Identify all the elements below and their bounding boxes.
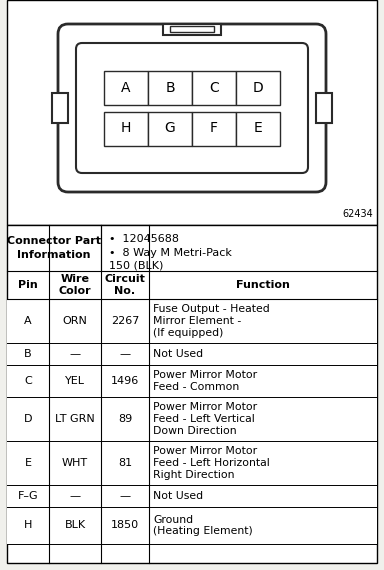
- Text: Connector Part
Information: Connector Part Information: [7, 237, 101, 259]
- Text: Feed - Left Horizontal: Feed - Left Horizontal: [153, 458, 270, 468]
- Text: BLK: BLK: [65, 520, 86, 531]
- Text: A: A: [121, 80, 131, 95]
- Text: Circuit
No.: Circuit No.: [104, 274, 146, 296]
- Bar: [7, 507, 377, 544]
- Text: E: E: [253, 121, 262, 136]
- Text: H: H: [24, 520, 32, 531]
- Bar: [148, 112, 192, 145]
- Bar: [236, 112, 280, 145]
- Text: G: G: [165, 121, 175, 136]
- Text: Right Direction: Right Direction: [153, 470, 235, 479]
- Text: E: E: [25, 458, 31, 468]
- Text: Down Direction: Down Direction: [153, 425, 237, 435]
- Bar: [236, 71, 280, 104]
- Text: Feed - Common: Feed - Common: [153, 382, 239, 392]
- Text: Mirror Element -: Mirror Element -: [153, 316, 241, 326]
- Text: ORN: ORN: [63, 316, 88, 326]
- Bar: [7, 365, 377, 397]
- Text: Fuse Output - Heated: Fuse Output - Heated: [153, 304, 270, 315]
- Text: —: —: [70, 349, 81, 359]
- Text: —: —: [119, 349, 131, 359]
- Text: 1850: 1850: [111, 520, 139, 531]
- Text: A: A: [24, 316, 32, 326]
- Bar: [170, 26, 214, 32]
- Text: YEL: YEL: [65, 376, 85, 386]
- Text: Ground: Ground: [153, 515, 193, 525]
- Text: Wire
Color: Wire Color: [59, 274, 91, 296]
- Bar: [7, 397, 377, 441]
- Text: D: D: [24, 414, 32, 424]
- Bar: [7, 225, 377, 563]
- Text: •  12045688: • 12045688: [109, 234, 179, 244]
- FancyBboxPatch shape: [58, 24, 326, 192]
- Text: •  8 Way M Metri-Pack
150 (BLK): • 8 Way M Metri-Pack 150 (BLK): [109, 248, 232, 270]
- Text: 81: 81: [118, 458, 132, 468]
- Text: C: C: [209, 80, 219, 95]
- Bar: [192, 71, 236, 104]
- Text: (Heating Element): (Heating Element): [153, 526, 253, 536]
- Bar: [163, 24, 221, 35]
- Text: B: B: [24, 349, 32, 359]
- Text: H: H: [121, 121, 131, 136]
- Text: D: D: [253, 80, 263, 95]
- Text: Power Mirror Motor: Power Mirror Motor: [153, 402, 257, 413]
- Text: 89: 89: [118, 414, 132, 424]
- Text: WHT: WHT: [62, 458, 88, 468]
- Text: C: C: [24, 376, 32, 386]
- Bar: [7, 485, 377, 507]
- Text: F: F: [210, 121, 218, 136]
- Text: Power Mirror Motor: Power Mirror Motor: [153, 370, 257, 380]
- Bar: [104, 112, 148, 145]
- Text: Function: Function: [236, 280, 290, 290]
- Text: 2267: 2267: [111, 316, 139, 326]
- Bar: [7, 299, 377, 343]
- Text: Not Used: Not Used: [153, 349, 203, 359]
- Bar: [192, 112, 236, 145]
- Bar: [148, 71, 192, 104]
- Text: —: —: [119, 491, 131, 501]
- Text: Not Used: Not Used: [153, 491, 203, 501]
- Text: 62434: 62434: [342, 209, 373, 219]
- Text: Power Mirror Motor: Power Mirror Motor: [153, 446, 257, 457]
- Text: F–G: F–G: [18, 491, 38, 501]
- Text: (If equipped): (If equipped): [153, 328, 223, 337]
- Text: LT GRN: LT GRN: [55, 414, 95, 424]
- Text: —: —: [70, 491, 81, 501]
- Bar: [7, 343, 377, 365]
- Bar: [7, 0, 377, 225]
- Bar: [104, 71, 148, 104]
- Bar: [316, 93, 332, 123]
- FancyBboxPatch shape: [76, 43, 308, 173]
- Text: Pin: Pin: [18, 280, 38, 290]
- Text: B: B: [165, 80, 175, 95]
- Bar: [52, 93, 68, 123]
- Bar: [7, 441, 377, 485]
- Text: 1496: 1496: [111, 376, 139, 386]
- Text: Feed - Left Vertical: Feed - Left Vertical: [153, 414, 255, 424]
